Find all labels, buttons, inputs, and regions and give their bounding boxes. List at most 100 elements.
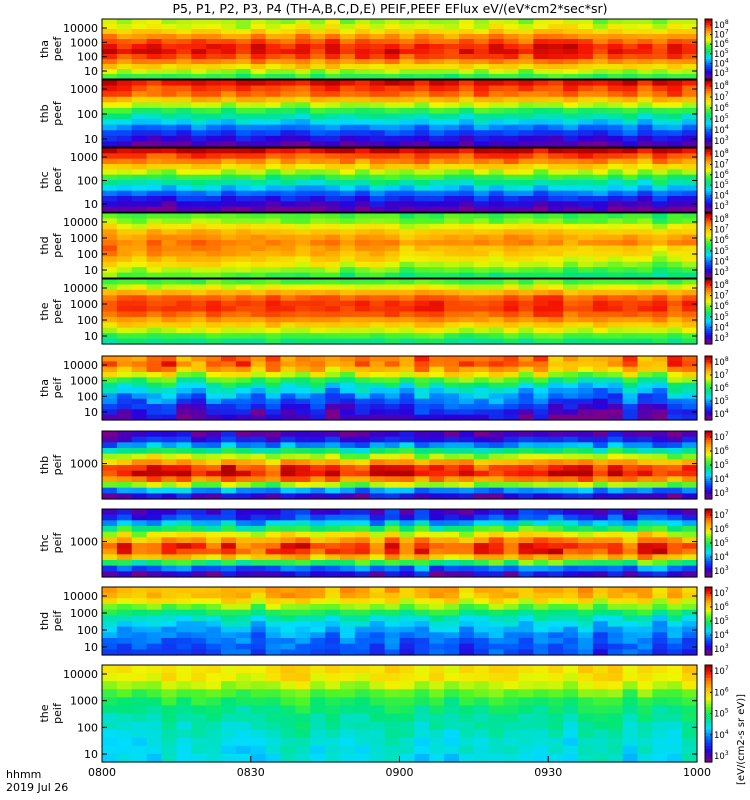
spectrogram-cell — [622, 49, 639, 55]
spectrogram-cell — [310, 621, 326, 628]
spectrogram-cell — [191, 34, 207, 40]
spectrogram-cell — [592, 69, 609, 75]
spectrogram-cell — [637, 64, 653, 70]
colorbar-step — [705, 23, 712, 26]
spectrogram-cell — [607, 621, 624, 628]
spectrogram-cell — [176, 526, 192, 533]
spectrogram-cell — [473, 169, 490, 176]
spectrogram-cell — [235, 223, 252, 230]
spectrogram-cell — [459, 59, 475, 65]
spectrogram-cell — [295, 459, 311, 466]
spectrogram-cell — [235, 306, 252, 313]
spectrogram-cell — [533, 587, 549, 594]
spectrogram-cell — [369, 493, 386, 500]
spectrogram-cell — [310, 514, 326, 521]
spectrogram-cell — [384, 119, 401, 126]
spectrogram-cell — [131, 295, 148, 302]
spectrogram-cell — [146, 453, 163, 460]
spectrogram-cell — [369, 453, 386, 460]
spectrogram-cell — [176, 465, 192, 472]
y-axis-label: thd — [38, 236, 51, 254]
spectrogram-cell — [102, 245, 118, 252]
spectrogram-cell — [503, 164, 520, 170]
spectrogram-cell — [399, 615, 415, 622]
spectrogram-cell — [340, 96, 356, 103]
spectrogram-cell — [369, 448, 386, 455]
spectrogram-cell — [354, 632, 371, 639]
spectrogram-cell — [503, 91, 520, 98]
spectrogram-cell — [325, 404, 341, 410]
spectrogram-cell — [295, 153, 311, 160]
spectrogram-cell — [563, 74, 579, 80]
spectrogram-cell — [682, 85, 698, 92]
spectrogram-cell — [235, 509, 252, 516]
spectrogram-cell — [652, 24, 668, 30]
spectrogram-cell — [518, 632, 534, 639]
spectrogram-cell — [459, 102, 475, 109]
spectrogram-cell — [399, 592, 415, 599]
spectrogram-cell — [250, 213, 267, 220]
spectrogram-cell — [146, 213, 163, 220]
spectrogram-cell — [682, 643, 698, 650]
spectrogram-cell — [578, 514, 594, 521]
spectrogram-cell — [592, 598, 609, 605]
spectrogram-cell — [444, 487, 460, 494]
spectrogram-cell — [161, 398, 177, 405]
spectrogram-cell — [235, 487, 252, 494]
colorbar-step — [705, 467, 712, 471]
spectrogram-cell — [325, 327, 341, 334]
spectrogram-cell — [176, 713, 192, 723]
spectrogram-cell — [563, 240, 579, 247]
spectrogram-cell — [176, 388, 192, 394]
spectrogram-cell — [176, 414, 192, 421]
spectrogram-cell — [295, 327, 311, 334]
spectrogram-cell — [116, 409, 133, 416]
spectrogram-cell — [250, 49, 267, 55]
spectrogram-cell — [429, 615, 445, 622]
spectrogram-cell — [637, 482, 653, 489]
spectrogram-cell — [533, 190, 549, 197]
spectrogram-cell — [563, 85, 579, 92]
spectrogram-cell — [250, 571, 267, 578]
spectrogram-cell — [414, 213, 430, 220]
spectrogram-cell — [652, 514, 668, 521]
spectrogram-cell — [116, 44, 133, 50]
spectrogram-cell — [102, 240, 118, 247]
spectrogram-cell — [414, 431, 430, 438]
spectrogram-cell — [607, 174, 624, 181]
spectrogram-cell — [399, 245, 415, 252]
spectrogram-cell — [384, 250, 401, 257]
spectrogram-cell — [161, 356, 177, 362]
spectrogram-cell — [191, 531, 207, 538]
spectrogram-cell — [191, 300, 207, 307]
spectrogram-cell — [578, 366, 594, 373]
spectrogram-cell — [667, 74, 683, 80]
y-tick-label: 100 — [77, 51, 98, 64]
spectrogram-cell — [414, 621, 430, 628]
spectrogram-cell — [206, 571, 222, 578]
spectrogram-cell — [444, 393, 460, 400]
spectrogram-cell — [533, 240, 549, 247]
spectrogram-cell — [518, 361, 534, 368]
spectrogram-cell — [250, 113, 267, 120]
spectrogram-cell — [637, 218, 653, 225]
spectrogram-cell — [652, 531, 668, 538]
spectrogram-cell — [429, 279, 445, 286]
spectrogram-cell — [310, 311, 326, 318]
spectrogram-cell — [102, 520, 118, 527]
spectrogram-cell — [459, 453, 475, 460]
spectrogram-cell — [488, 180, 505, 186]
spectrogram-cell — [548, 333, 564, 340]
spectrogram-cell — [622, 316, 639, 323]
spectrogram-cell — [563, 80, 579, 87]
spectrogram-cell — [176, 665, 192, 674]
spectrogram-cell — [548, 261, 564, 268]
spectrogram-cell — [250, 621, 267, 628]
spectrogram-cell — [325, 560, 341, 567]
spectrogram-cell — [354, 409, 371, 416]
spectrogram-cell — [206, 91, 222, 98]
spectrogram-cell — [563, 356, 579, 362]
spectrogram-cell — [429, 96, 445, 103]
spectrogram-cell — [221, 487, 237, 494]
spectrogram-cell — [250, 54, 267, 60]
